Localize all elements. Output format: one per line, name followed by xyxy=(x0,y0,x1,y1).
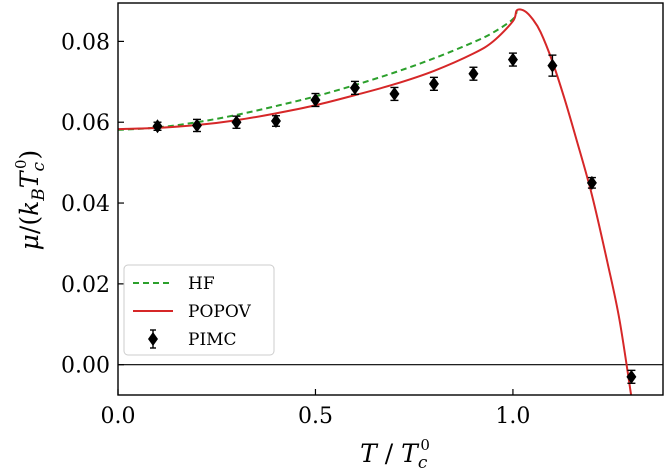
series-layer xyxy=(118,8,663,395)
legend: HF POPOV PIMC xyxy=(123,264,275,356)
pimc-point xyxy=(310,92,321,108)
pimc-marker xyxy=(152,119,163,134)
axis-ticks: 0.0 0.5 1.0 0.00 0.02 0.04 0.06 0.08 xyxy=(61,30,530,429)
pimc-marker xyxy=(270,114,281,129)
pimc-point xyxy=(270,114,281,129)
pimc-marker xyxy=(389,86,400,101)
y-tick-label: 0.00 xyxy=(61,354,110,379)
x-tick-label: 1.0 xyxy=(495,404,530,429)
pimc-marker xyxy=(586,175,597,190)
svg-text:T / Tc0: T / Tc0 xyxy=(360,436,430,473)
pimc-point xyxy=(626,369,637,384)
x-axis-label: T / Tc0 xyxy=(360,436,430,473)
pimc-point xyxy=(428,76,439,91)
pimc-marker xyxy=(547,58,558,73)
pimc-marker xyxy=(468,66,479,81)
y-tick-label: 0.02 xyxy=(61,273,110,298)
legend-item-hf: HF xyxy=(133,274,215,294)
pimc-marker xyxy=(191,118,202,133)
pimc-point xyxy=(231,115,242,130)
pimc-marker xyxy=(626,369,637,384)
pimc-marker xyxy=(428,76,439,91)
pimc-point xyxy=(507,52,518,67)
pimc-point xyxy=(349,80,360,96)
x-tick-label: 0.0 xyxy=(101,404,136,429)
y-tick-label: 0.06 xyxy=(61,111,110,136)
pimc-point xyxy=(191,118,202,133)
series-pimc xyxy=(152,52,637,384)
pimc-marker xyxy=(231,115,242,130)
legend-label: HF xyxy=(188,274,215,294)
legend-box xyxy=(123,264,275,356)
pimc-marker xyxy=(349,80,360,95)
pimc-marker xyxy=(310,92,321,107)
series-popov xyxy=(118,8,633,395)
pimc-point xyxy=(468,66,479,81)
pimc-point xyxy=(547,54,558,77)
pimc-point xyxy=(389,86,400,102)
plot-frame xyxy=(117,2,664,396)
legend-item-popov: POPOV xyxy=(133,302,251,322)
legend-label: POPOV xyxy=(188,302,251,322)
pimc-point xyxy=(152,119,163,134)
series-hf xyxy=(118,9,518,131)
y-tick-label: 0.08 xyxy=(61,30,110,55)
legend-marker xyxy=(148,332,158,346)
legend-item-pimc: PIMC xyxy=(148,329,237,350)
hf-line xyxy=(118,9,518,131)
y-axis-label: μ/(kBTc0) xyxy=(12,150,49,251)
pimc-point xyxy=(586,175,597,190)
svg-text:μ/(kBTc0): μ/(kBTc0) xyxy=(12,150,49,251)
y-tick-label: 0.04 xyxy=(61,192,110,217)
legend-label: PIMC xyxy=(188,330,237,350)
popov-line xyxy=(118,8,633,395)
pimc-marker xyxy=(507,52,518,67)
x-tick-label: 0.5 xyxy=(298,404,333,429)
